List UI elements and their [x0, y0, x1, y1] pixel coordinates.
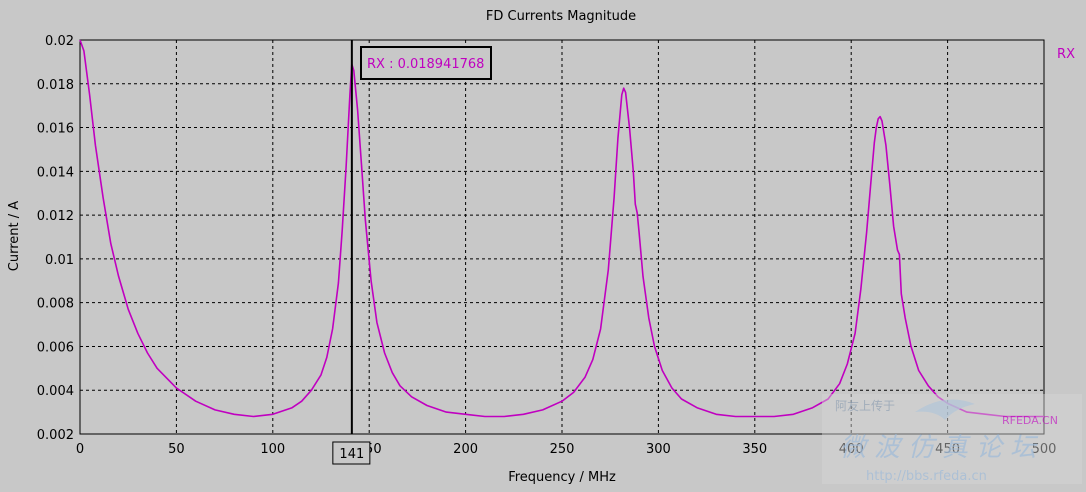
watermark-text-top: 阿友上传于	[835, 398, 895, 413]
watermark-text-cn: 微波仿真论坛	[840, 433, 1044, 463]
grid-lines	[80, 40, 1044, 434]
y-tick-label: 0.018	[37, 78, 74, 93]
series-line-rx	[79, 39, 1044, 418]
x-tick-label: 450	[935, 442, 960, 457]
y-tick-label: 0.016	[37, 122, 74, 137]
y-axis-ticks: 0.002 0.004 0.006 0.008 0.01 0.012 0.014 0.016 0…	[37, 34, 74, 443]
series-layer	[79, 39, 1044, 418]
x-tick-label: 50	[168, 442, 185, 457]
y-tick-label: 0.02	[45, 34, 74, 49]
x-tick-label: 400	[839, 442, 864, 457]
x-tick-label: 300	[646, 442, 671, 457]
y-tick-label: 0.002	[37, 428, 74, 443]
y-tick-label: 0.01	[45, 253, 74, 268]
x-tick-label: 500	[1032, 442, 1057, 457]
cursor-x-marker[interactable]: 141	[332, 441, 371, 465]
y-tick-label: 0.006	[37, 340, 74, 355]
x-tick-label: 200	[453, 442, 478, 457]
cursor-readout-box: RX : 0.018941768	[360, 46, 492, 80]
watermark-bird-icon	[915, 399, 975, 420]
y-tick-label: 0.012	[37, 209, 74, 224]
y-tick-label: 0.008	[37, 297, 74, 312]
x-tick-label: 0	[76, 442, 84, 457]
y-tick-label: 0.014	[37, 165, 74, 180]
plot-area	[79, 39, 1045, 435]
x-tick-label: 350	[742, 442, 767, 457]
y-tick-label: 0.004	[37, 384, 74, 399]
cursor-x-label: 141	[339, 447, 364, 462]
x-axis-ticks: 050100150200250300350400450500	[76, 442, 1057, 457]
watermark-url: http://bbs.rfeda.cn	[866, 469, 987, 484]
legend-entry-rx: RX	[1057, 47, 1075, 62]
x-axis-label: Frequency / MHz	[508, 470, 616, 485]
cursor-readout-text: RX : 0.018941768	[367, 57, 484, 72]
chart-title: FD Currents Magnitude	[486, 9, 636, 24]
x-tick-label: 250	[550, 442, 575, 457]
watermark: 阿友上传于 RFEDA.CN 微波仿真论坛 http://bbs.rfeda.c…	[822, 394, 1082, 484]
x-tick-label: 100	[260, 442, 285, 457]
watermark-brand: RFEDA.CN	[1002, 414, 1058, 427]
y-axis-label: Current / A	[7, 201, 22, 271]
